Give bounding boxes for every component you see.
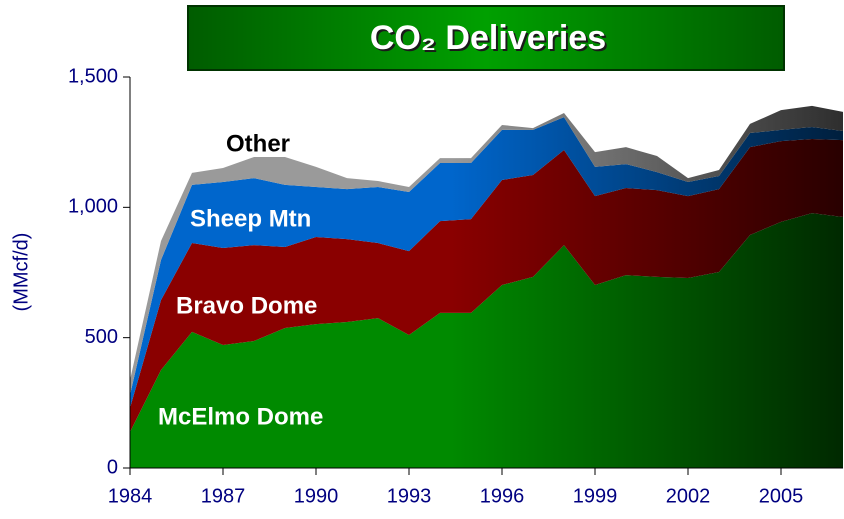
x-tick-label: 2005 xyxy=(759,485,804,507)
series-label: McElmo Dome xyxy=(158,403,323,430)
x-tick-label: 1987 xyxy=(201,485,246,507)
y-tick-label: 500 xyxy=(85,326,118,348)
series-label: Bravo Dome xyxy=(176,292,317,319)
axes: 0 500 1,000 1,500 1984 1987 1990 1993 1996 1999 20… xyxy=(68,65,843,507)
x-tick-label: 1993 xyxy=(387,485,432,507)
title-shadow: CO₂ Deliveries xyxy=(372,21,608,59)
plot xyxy=(130,105,843,468)
area xyxy=(130,139,843,433)
x-tick-label: 1990 xyxy=(294,485,339,507)
y-axis-label: (MMcf/d) xyxy=(10,233,32,312)
area xyxy=(130,117,843,409)
area xyxy=(130,105,843,396)
series-label: Other xyxy=(226,130,290,157)
x-tick-label: 1999 xyxy=(573,485,618,507)
chart-title: CO₂ Deliveries xyxy=(370,19,606,57)
series-label: Sheep Mtn xyxy=(190,205,311,232)
x-tick-label: 1984 xyxy=(108,485,153,507)
area xyxy=(130,213,843,468)
y-tick-label: 1,500 xyxy=(68,65,118,87)
title-box xyxy=(187,5,785,71)
x-tick-label: 1996 xyxy=(480,485,525,507)
y-tick-label: 1,000 xyxy=(68,196,118,218)
y-tick-label: 0 xyxy=(107,456,118,478)
x-tick-label: 2002 xyxy=(666,485,711,507)
